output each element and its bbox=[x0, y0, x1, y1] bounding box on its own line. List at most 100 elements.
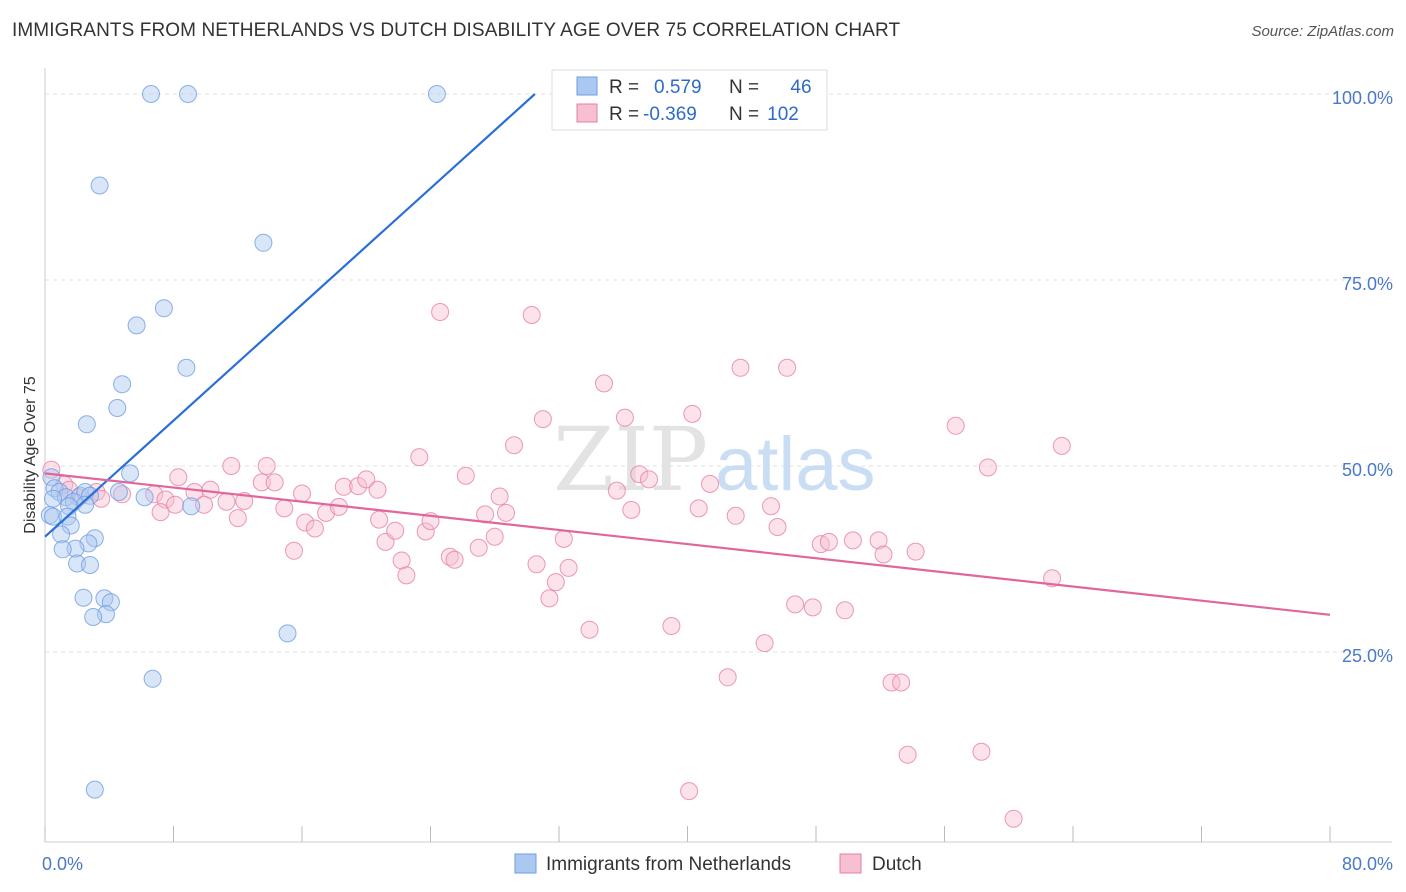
netherlands-point bbox=[40, 506, 59, 525]
dutch-point bbox=[285, 541, 303, 560]
netherlands-point bbox=[142, 85, 160, 103]
dutch-point bbox=[217, 492, 236, 511]
dutch-point bbox=[305, 519, 324, 538]
dutch-point bbox=[440, 547, 459, 566]
dutch-point bbox=[701, 474, 719, 493]
legend-r-label-2: R = bbox=[609, 104, 639, 125]
dutch-point bbox=[222, 457, 241, 475]
dutch-point bbox=[662, 617, 681, 635]
series-legend: Immigrants from Netherlands Dutch bbox=[514, 853, 922, 875]
dutch-point bbox=[680, 782, 699, 801]
dutch-point bbox=[595, 374, 613, 393]
dutch-point bbox=[689, 499, 708, 518]
dutch-point bbox=[1052, 436, 1071, 455]
grid-lines bbox=[45, 93, 1392, 653]
bottom-legend-label-netherlands: Immigrants from Netherlands bbox=[546, 854, 791, 875]
dutch-point bbox=[803, 598, 822, 617]
y-tick-label: 75.0% bbox=[1342, 274, 1393, 294]
netherlands-point bbox=[109, 483, 128, 501]
y-tick-label: 50.0% bbox=[1342, 460, 1393, 480]
dutch-point bbox=[469, 538, 488, 557]
bottom-legend-swatch-netherlands bbox=[514, 853, 537, 874]
dutch-point bbox=[869, 531, 888, 550]
dutch-point bbox=[370, 510, 389, 529]
netherlands-point bbox=[68, 554, 87, 573]
dutch-point bbox=[580, 620, 599, 639]
x-tick-labels: 0.0% 80.0% bbox=[42, 854, 1393, 874]
dutch-point bbox=[533, 410, 552, 429]
dutch-point bbox=[392, 551, 411, 570]
series-immigrants-from-netherlands bbox=[40, 85, 593, 799]
correlation-legend: R = 0.579 N = 46 R = -0.369 N = 102 bbox=[551, 69, 828, 131]
netherlands-point bbox=[177, 358, 196, 377]
dutch-point bbox=[357, 470, 376, 489]
netherlands-point bbox=[179, 85, 197, 103]
dutch-point bbox=[397, 566, 416, 585]
source-label: Source: ZipAtlas.com bbox=[1251, 23, 1394, 40]
legend-n-value-2: 102 bbox=[767, 104, 799, 125]
dutch-point bbox=[368, 480, 387, 499]
dutch-point bbox=[615, 408, 634, 427]
dutch-point bbox=[522, 306, 541, 324]
trend-line-netherlands bbox=[44, 93, 536, 538]
legend-r-label-1: R = bbox=[609, 77, 639, 98]
trend-line-dutch bbox=[44, 472, 1331, 616]
dutch-point bbox=[898, 745, 917, 764]
netherlands-point bbox=[121, 464, 140, 483]
netherlands-point bbox=[254, 233, 273, 252]
netherlands-point bbox=[113, 375, 132, 394]
netherlands-point bbox=[182, 497, 201, 516]
legend-n-label-1: N = bbox=[729, 77, 759, 98]
netherlands-point bbox=[77, 415, 96, 434]
dutch-point bbox=[718, 668, 737, 687]
netherlands-point bbox=[44, 489, 62, 508]
dutch-point bbox=[252, 473, 271, 492]
netherlands-point bbox=[108, 399, 127, 417]
dutch-point bbox=[726, 506, 745, 525]
legend-r-value-1: 0.579 bbox=[654, 77, 702, 98]
netherlands-point bbox=[53, 540, 72, 559]
dutch-point bbox=[546, 573, 565, 592]
netherlands-point bbox=[81, 556, 99, 574]
netherlands-point bbox=[278, 624, 297, 643]
legend-n-value-1: 46 bbox=[790, 77, 811, 98]
dutch-point bbox=[1004, 809, 1023, 828]
netherlands-point bbox=[427, 85, 446, 103]
y-tick-labels: 25.0% 50.0% 75.0% 100.0% bbox=[1332, 88, 1393, 666]
legend-r-value-2: -0.369 bbox=[643, 104, 697, 125]
dutch-point bbox=[296, 513, 315, 532]
dutch-point bbox=[431, 303, 450, 321]
netherlands-point bbox=[143, 669, 162, 688]
dutch-point bbox=[416, 522, 435, 541]
series-dutch bbox=[42, 303, 1071, 828]
x-tick-label-min: 0.0% bbox=[42, 854, 83, 874]
dutch-point bbox=[622, 500, 641, 519]
netherlands-point bbox=[127, 316, 146, 335]
dutch-point bbox=[445, 550, 464, 569]
netherlands-point bbox=[52, 525, 71, 544]
legend-swatch-netherlands bbox=[576, 76, 598, 96]
dutch-point bbox=[755, 634, 774, 653]
x-tick-label-max: 80.0% bbox=[1342, 854, 1393, 874]
dutch-point bbox=[640, 470, 658, 489]
y-axis-label: Disability Age Over 75 bbox=[22, 376, 39, 534]
netherlands-point bbox=[44, 507, 62, 526]
dutch-point bbox=[485, 527, 504, 546]
dutch-point bbox=[527, 555, 546, 574]
dutch-point bbox=[540, 589, 559, 608]
dutch-point bbox=[786, 595, 805, 614]
netherlands-point bbox=[90, 176, 109, 195]
netherlands-point bbox=[101, 593, 120, 612]
dutch-point bbox=[228, 509, 247, 528]
y-tick-label: 25.0% bbox=[1342, 646, 1393, 666]
legend-n-label-2: N = bbox=[729, 104, 759, 125]
dutch-point bbox=[843, 531, 862, 550]
dutch-point bbox=[410, 448, 429, 467]
dutch-point bbox=[257, 457, 276, 475]
bottom-legend-label-dutch: Dutch bbox=[872, 854, 922, 875]
dutch-point bbox=[166, 495, 185, 514]
legend-box bbox=[551, 69, 828, 131]
dutch-point bbox=[505, 436, 523, 455]
dutch-point bbox=[265, 473, 284, 492]
